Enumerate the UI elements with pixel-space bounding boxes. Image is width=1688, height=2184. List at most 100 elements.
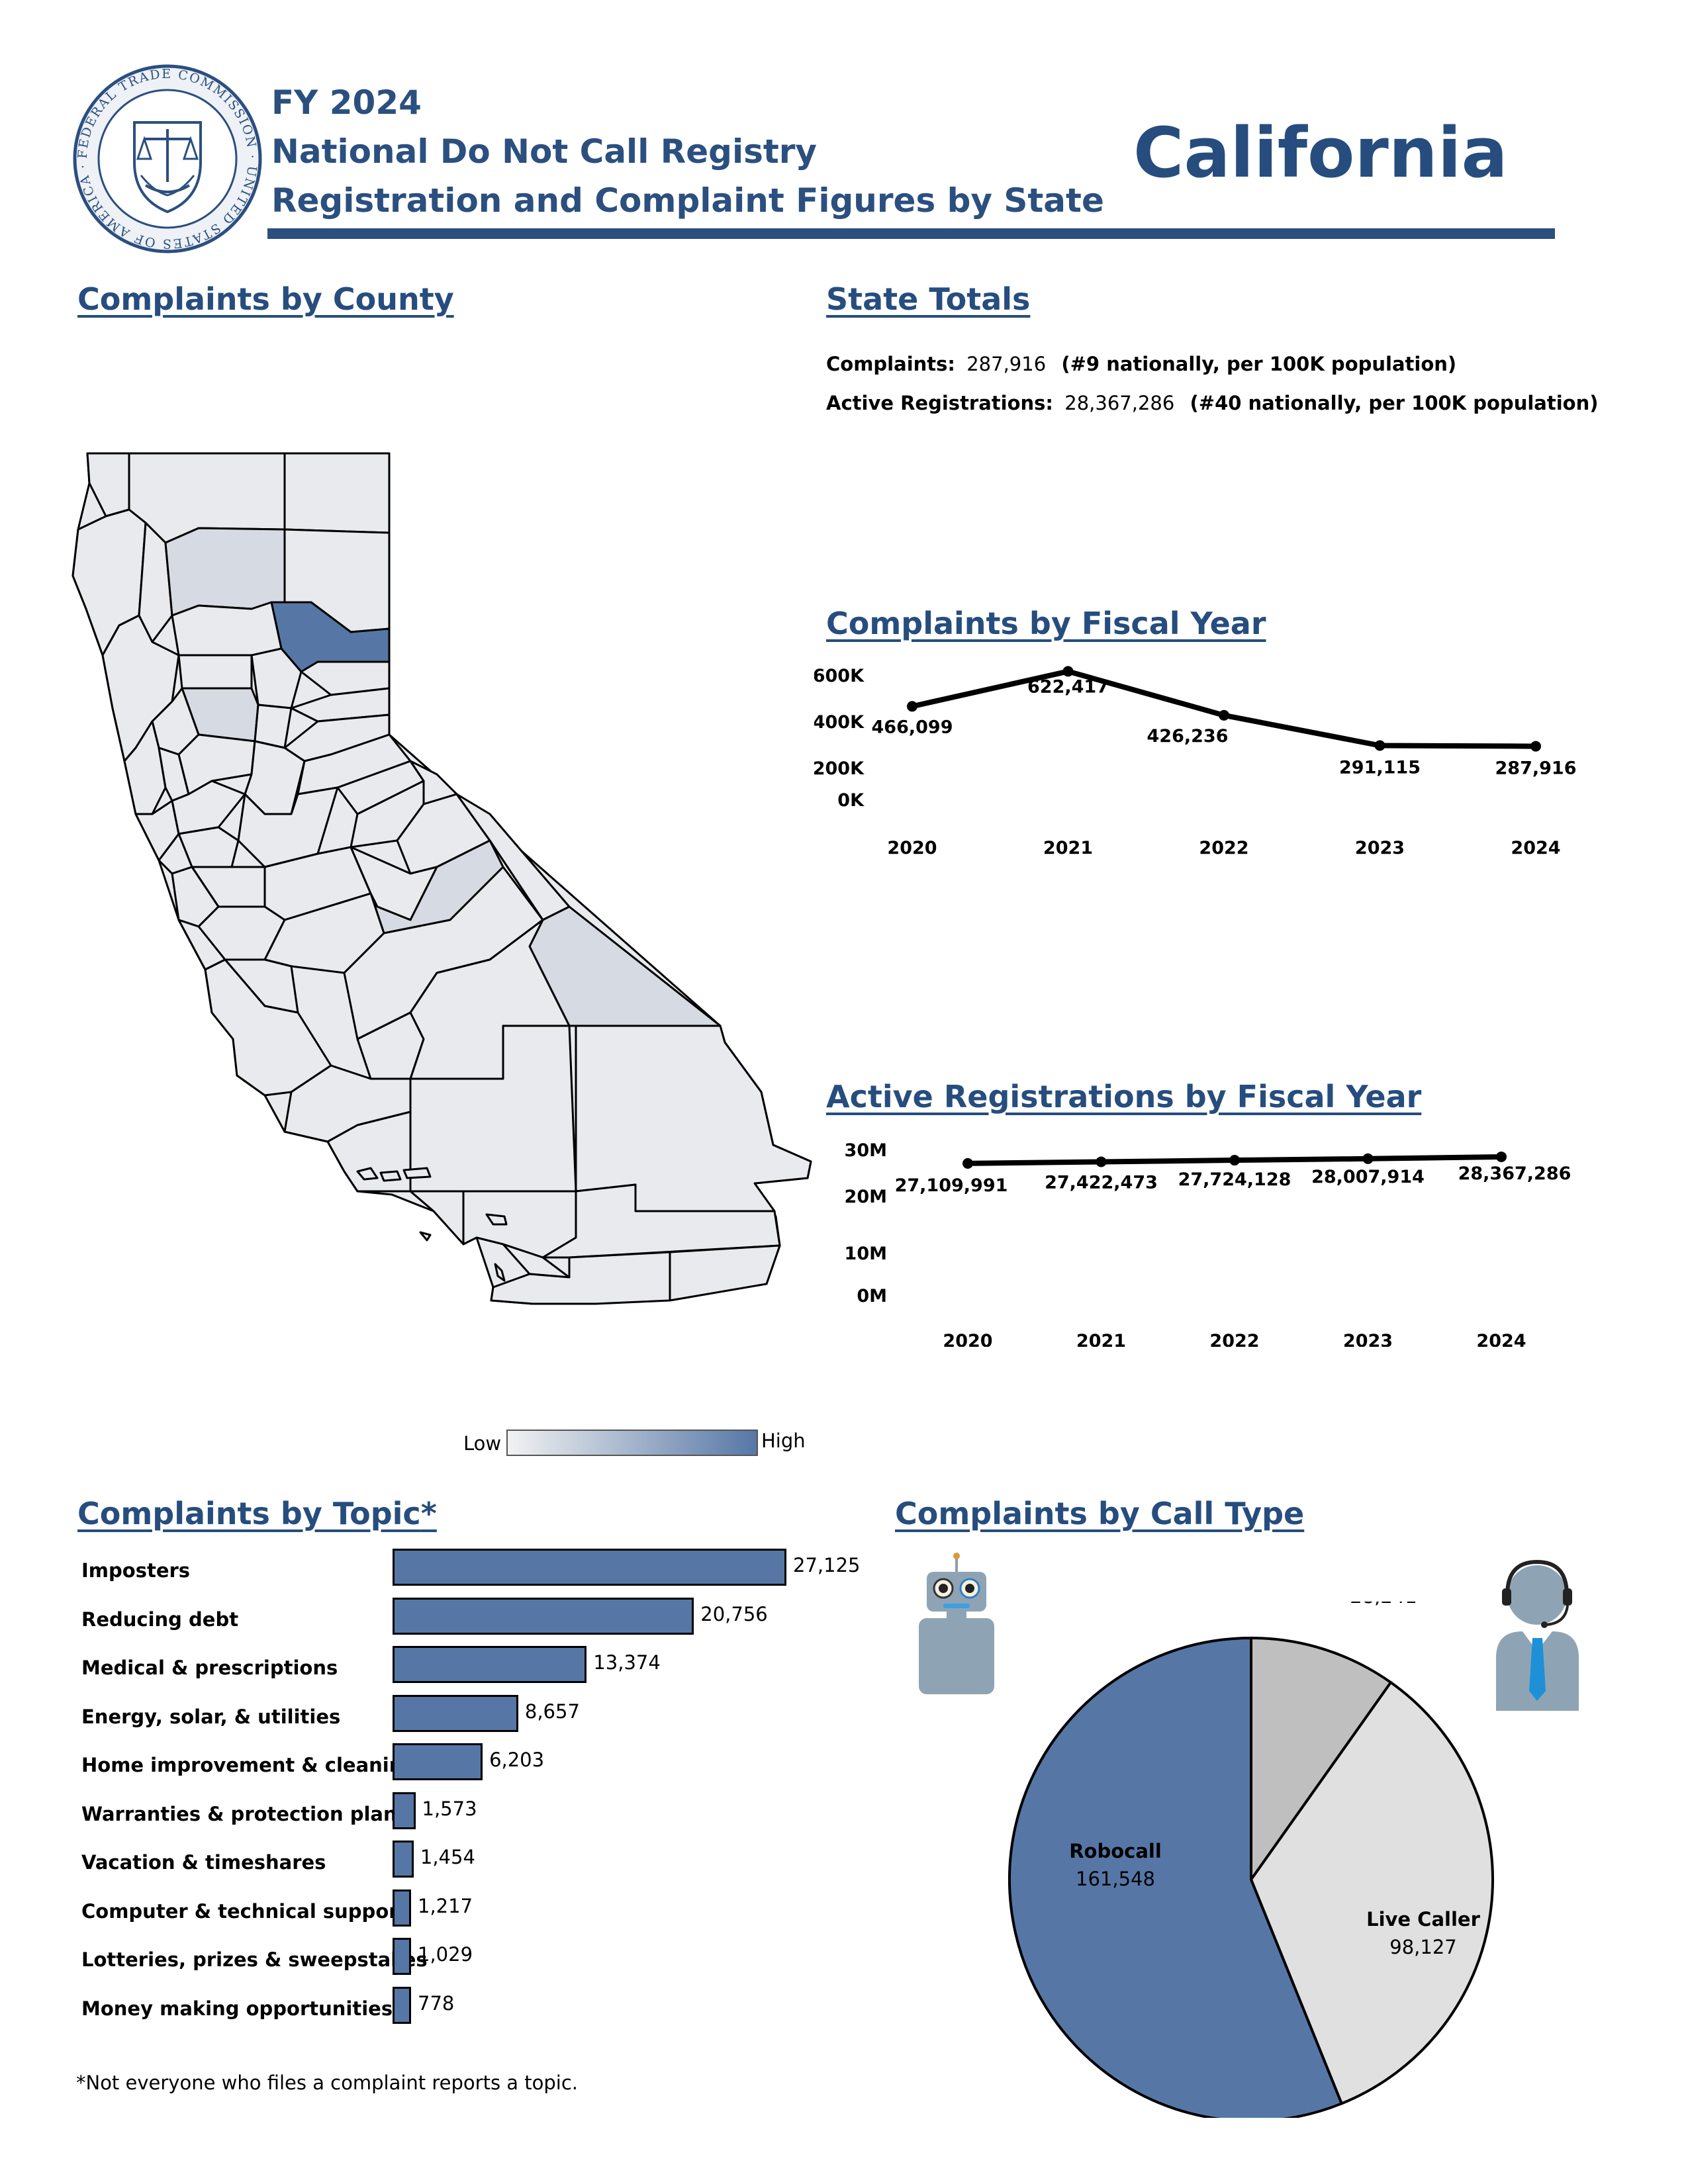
county-shasta	[164, 527, 286, 617]
data-point	[1362, 1153, 1374, 1164]
x-tick-label: 2020	[887, 838, 937, 858]
legend-high: High	[761, 1430, 806, 1452]
data-label: 28,007,914	[1311, 1167, 1425, 1187]
totals-registrations-label: Active Registrations:	[826, 392, 1054, 414]
california-map-svg	[71, 452, 812, 1305]
totals-complaints-value: 287,916	[966, 353, 1047, 375]
complaints-fy-svg: 600K 400K 200K 0K 466,099 2020 622,417 2021 426,…	[813, 666, 1577, 858]
y-tick-label: 20M	[845, 1187, 887, 1207]
data-label: 622,417	[1027, 676, 1109, 697]
topic-bar	[393, 1646, 587, 1683]
y-tick-label: 0K	[837, 790, 865, 811]
topic-label: Medical & prescriptions	[81, 1657, 338, 1679]
county-ventura	[409, 1190, 465, 1246]
topic-bar	[393, 1986, 411, 2024]
x-tick-label: 2023	[1355, 838, 1405, 858]
topic-bar	[393, 1743, 483, 1780]
data-label: 27,422,473	[1045, 1172, 1158, 1193]
county-sierra	[300, 660, 391, 696]
island-4	[419, 1231, 432, 1242]
legend-gradient	[506, 1430, 758, 1456]
pie-label-name: Robocall	[1069, 1840, 1162, 1862]
x-tick-label: 2023	[1343, 1331, 1393, 1347]
topic-label: Money making opportunities	[81, 1997, 393, 2020]
topic-value: 778	[418, 1991, 455, 2015]
topic-value: 1,029	[418, 1943, 473, 1966]
county-sutter	[254, 704, 293, 749]
totals-registrations-rank: (#40 nationally, per 100K population)	[1190, 392, 1599, 414]
topic-title-asterisk: *	[420, 1496, 437, 1531]
legend-low: Low	[463, 1432, 502, 1455]
island-2	[379, 1170, 402, 1182]
data-label: 28,367,286	[1458, 1163, 1571, 1184]
topic-label: Vacation & timeshares	[81, 1851, 326, 1874]
registrations-fy-svg: 30M 20M 10M 0M 27,109,991 2020 27,422,473 2021 2…	[845, 1140, 1571, 1351]
header-fy: FY 2024	[271, 83, 422, 122]
county-nevada	[290, 687, 391, 723]
data-point	[1219, 709, 1229, 721]
topic-bar	[393, 1889, 411, 1927]
data-point	[962, 1158, 973, 1169]
data-label: 287,916	[1495, 758, 1577, 779]
pie-label-value: 161,548	[1076, 1868, 1155, 1890]
totals-registrations-value: 28,367,286	[1064, 392, 1175, 414]
x-tick-label: 2022	[1199, 838, 1248, 858]
registrations-fy-chart: 30M 20M 10M 0M 27,109,991 2020 27,422,473 2021 2…	[814, 1128, 1609, 1351]
topic-section-title: Complaints by Topic*	[77, 1496, 437, 1531]
county-san-bernardino	[575, 1024, 812, 1212]
y-tick-label: 0M	[857, 1286, 887, 1306]
topic-bar	[393, 1792, 416, 1829]
topic-label: Energy, solar, & utilities	[81, 1705, 341, 1728]
topic-chart: Imposters 27,125 Reducing debt 20,756 Medica…	[76, 1549, 870, 2058]
topic-bar	[393, 1694, 518, 1732]
y-tick-label: 30M	[845, 1140, 887, 1161]
topic-title-text: Complaints by Topic	[77, 1496, 421, 1531]
live-caller-icon	[1493, 1559, 1582, 1714]
y-tick-label: 400K	[814, 712, 865, 733]
island-5	[485, 1213, 508, 1226]
topic-bar	[393, 1841, 414, 1878]
totals-complaints-rank: (#9 nationally, per 100K population)	[1061, 353, 1457, 375]
data-point	[1530, 741, 1541, 752]
ftc-seal-icon: FEDERAL TRADE COMMISSION · UNITED STATES…	[64, 52, 262, 253]
county-section-title: Complaints by County	[77, 281, 454, 317]
county-map	[66, 443, 821, 1317]
county-imperial	[669, 1244, 781, 1302]
complaints-fy-chart: 600K 400K 200K 0K 466,099 2020 622,417 2021 426,…	[813, 655, 1609, 874]
topic-value: 27,125	[793, 1554, 861, 1576]
y-tick-label: 200K	[814, 758, 865, 779]
data-label: 426,236	[1147, 726, 1229, 747]
pie-label-value: 28,241	[1350, 1602, 1417, 1608]
header-rule	[267, 228, 1555, 239]
ftc-seal: FEDERAL TRADE COMMISSION · UNITED STATES…	[64, 52, 263, 255]
topic-value: 1,573	[422, 1797, 477, 1820]
topic-label: Home improvement & cleaning	[81, 1754, 417, 1776]
x-tick-label: 2022	[1209, 1331, 1259, 1347]
topic-label: Imposters	[81, 1559, 191, 1582]
x-tick-label: 2021	[1043, 838, 1093, 858]
topic-value: 13,374	[593, 1651, 661, 1674]
fiscal-registrations-title: Active Registrations by Fiscal Year	[826, 1079, 1422, 1115]
totals-section-title: State Totals	[826, 281, 1031, 317]
pie-slice	[1250, 1636, 1393, 1884]
topic-label: Warranties & protection plans	[81, 1802, 408, 1825]
footnote: *Not everyone who files a complaint repo…	[76, 2071, 579, 2094]
topic-value: 8,657	[524, 1700, 580, 1723]
data-label: 27,724,128	[1178, 1169, 1291, 1190]
data-label: 291,115	[1339, 758, 1421, 778]
data-point	[1229, 1155, 1240, 1166]
data-point	[907, 701, 917, 712]
call-type-pie-svg: Call Type Not Reported28,241Live Caller9…	[1008, 1557, 1508, 2122]
data-point	[1496, 1151, 1507, 1162]
fiscal-complaints-title: Complaints by Fiscal Year	[826, 606, 1266, 641]
island-3	[402, 1167, 432, 1179]
y-tick-label: 10M	[845, 1244, 887, 1264]
x-tick-label: 2020	[943, 1331, 992, 1347]
island-1	[356, 1167, 379, 1181]
topic-bar	[393, 1549, 786, 1586]
call-type-chart: Call Type Not Reported28,241Live Caller9…	[993, 1557, 1589, 2122]
topic-label: Lotteries, prizes & sweepstakes	[81, 1948, 428, 1971]
totals-complaints-label: Complaints:	[826, 353, 955, 375]
pie-slice	[1249, 1680, 1494, 2106]
topic-value: 20,756	[700, 1602, 768, 1625]
